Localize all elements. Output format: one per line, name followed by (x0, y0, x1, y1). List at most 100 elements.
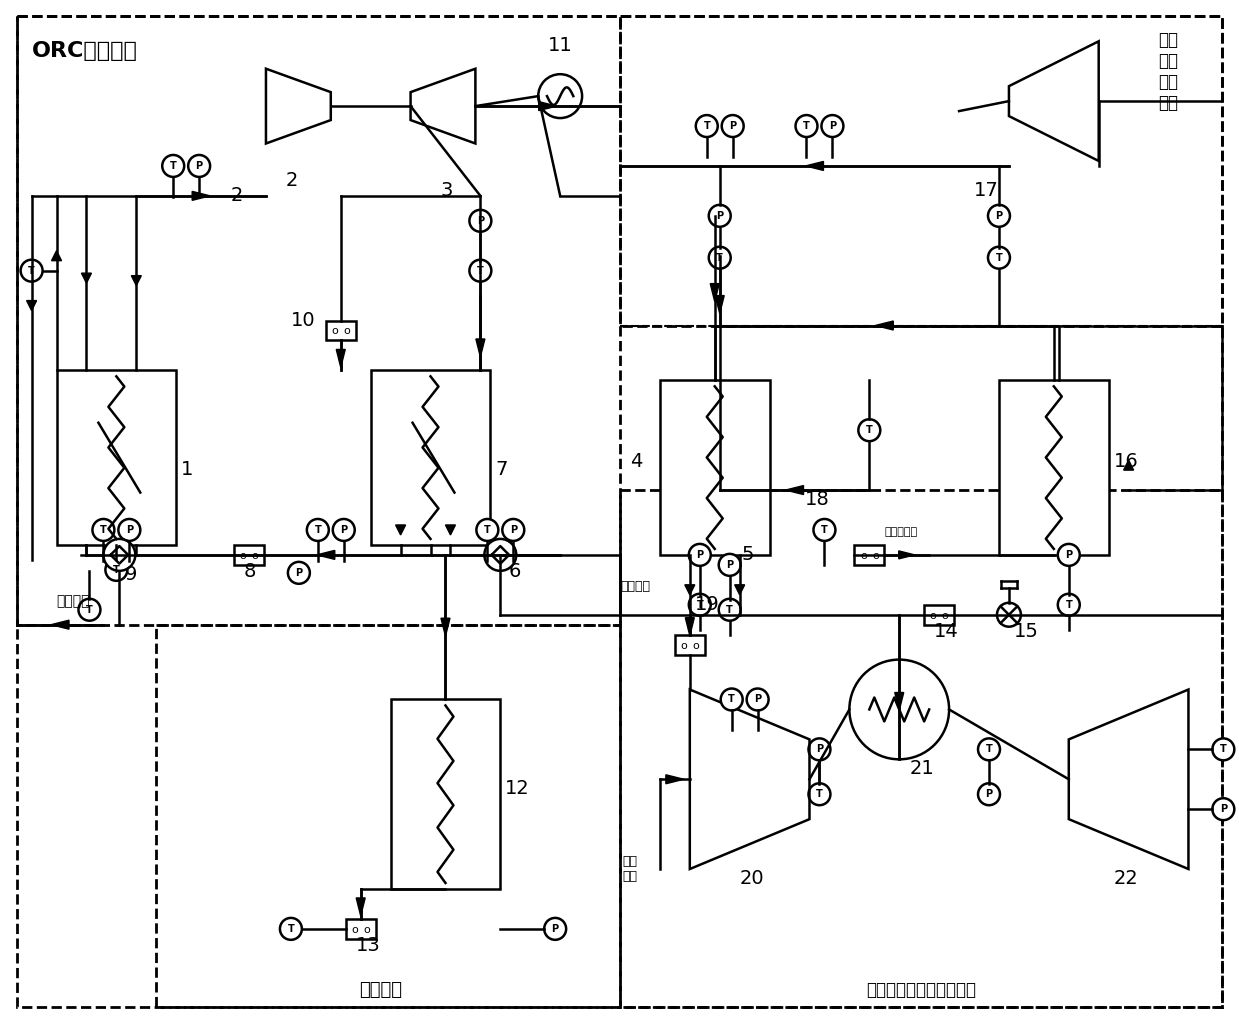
Text: 2: 2 (286, 171, 299, 190)
Text: T: T (100, 525, 107, 535)
Text: T: T (1066, 599, 1072, 610)
Text: o: o (352, 925, 358, 935)
Text: P: P (295, 568, 302, 578)
Text: T: T (821, 525, 828, 535)
Text: 7: 7 (496, 460, 508, 479)
Text: T: T (716, 253, 724, 263)
Circle shape (1058, 593, 1079, 616)
Text: 冷凝与环境解耦冷却系统: 冷凝与环境解耦冷却系统 (866, 981, 976, 998)
Text: T: T (85, 605, 93, 615)
Bar (660, 381, 769, 554)
Text: 室外
空气: 室外 空气 (622, 855, 637, 883)
Text: 17: 17 (974, 181, 999, 199)
Polygon shape (317, 550, 335, 560)
Text: o: o (343, 326, 351, 337)
Text: P: P (985, 789, 992, 799)
Circle shape (280, 918, 302, 940)
Text: T: T (696, 599, 704, 610)
Text: P: P (196, 161, 203, 171)
Polygon shape (898, 551, 914, 559)
Text: P: P (829, 121, 836, 131)
Bar (620, 490, 1223, 1007)
Text: 11: 11 (548, 36, 572, 55)
Polygon shape (875, 321, 893, 330)
Text: ORC发电系统: ORC发电系统 (32, 41, 138, 61)
Polygon shape (26, 301, 37, 311)
Text: T: T (729, 695, 735, 705)
Polygon shape (710, 283, 719, 302)
Circle shape (814, 519, 835, 541)
Bar (999, 381, 1109, 554)
Text: T: T (1220, 745, 1227, 754)
Text: P: P (126, 525, 133, 535)
Polygon shape (395, 525, 405, 535)
Text: T: T (817, 789, 823, 799)
Text: T: T (726, 605, 733, 615)
Text: 空调送风: 空调送风 (620, 580, 650, 592)
Circle shape (719, 598, 741, 621)
Text: 1: 1 (181, 460, 193, 479)
Polygon shape (685, 585, 695, 594)
Circle shape (978, 739, 1000, 760)
Text: T: T (996, 253, 1002, 263)
Circle shape (333, 519, 354, 541)
Text: T: T (985, 745, 992, 754)
Text: o: o (872, 550, 878, 561)
Polygon shape (895, 693, 903, 710)
Circle shape (78, 598, 100, 621)
Circle shape (696, 115, 717, 137)
Circle shape (93, 519, 114, 541)
Circle shape (544, 918, 566, 940)
Circle shape (997, 603, 1021, 627)
Text: T: T (113, 565, 120, 575)
Polygon shape (82, 273, 92, 283)
Bar (855, 545, 885, 565)
Circle shape (747, 688, 768, 710)
Polygon shape (336, 350, 346, 367)
Text: T: T (803, 121, 810, 131)
Circle shape (850, 660, 949, 759)
Text: P: P (551, 924, 559, 934)
Text: T: T (704, 121, 710, 131)
Bar (234, 545, 264, 565)
Polygon shape (357, 898, 366, 916)
Circle shape (859, 419, 880, 441)
Text: 13: 13 (356, 936, 380, 954)
Polygon shape (52, 251, 62, 261)
Text: 8: 8 (244, 562, 256, 581)
Circle shape (709, 205, 731, 227)
Text: 16: 16 (1114, 452, 1139, 472)
Circle shape (484, 539, 517, 571)
Text: P: P (729, 121, 736, 131)
Polygon shape (685, 618, 694, 635)
Circle shape (987, 205, 1010, 227)
Text: 3: 3 (441, 181, 453, 199)
Polygon shape (805, 162, 824, 171)
Text: 18: 18 (804, 490, 829, 509)
Bar (390, 700, 501, 889)
Text: 9: 9 (124, 565, 136, 584)
Text: 4: 4 (629, 452, 642, 472)
Text: P: P (817, 745, 823, 754)
Polygon shape (665, 774, 684, 784)
Text: T: T (287, 924, 295, 934)
Polygon shape (192, 191, 211, 201)
Circle shape (809, 739, 830, 760)
Text: 6: 6 (508, 562, 520, 581)
Circle shape (538, 75, 582, 118)
Circle shape (689, 593, 711, 616)
Circle shape (103, 539, 135, 571)
Circle shape (1213, 798, 1234, 820)
Text: o: o (680, 640, 688, 651)
Text: 22: 22 (1114, 869, 1139, 888)
Bar (16, 16, 620, 625)
Text: P: P (341, 525, 347, 535)
Text: o: o (929, 611, 937, 621)
Text: 热水供水: 热水供水 (57, 593, 90, 608)
Polygon shape (786, 486, 804, 494)
Circle shape (709, 247, 731, 269)
Text: o: o (363, 925, 370, 935)
Polygon shape (131, 275, 141, 285)
Text: 20: 20 (740, 869, 764, 888)
Text: o: o (942, 611, 949, 621)
